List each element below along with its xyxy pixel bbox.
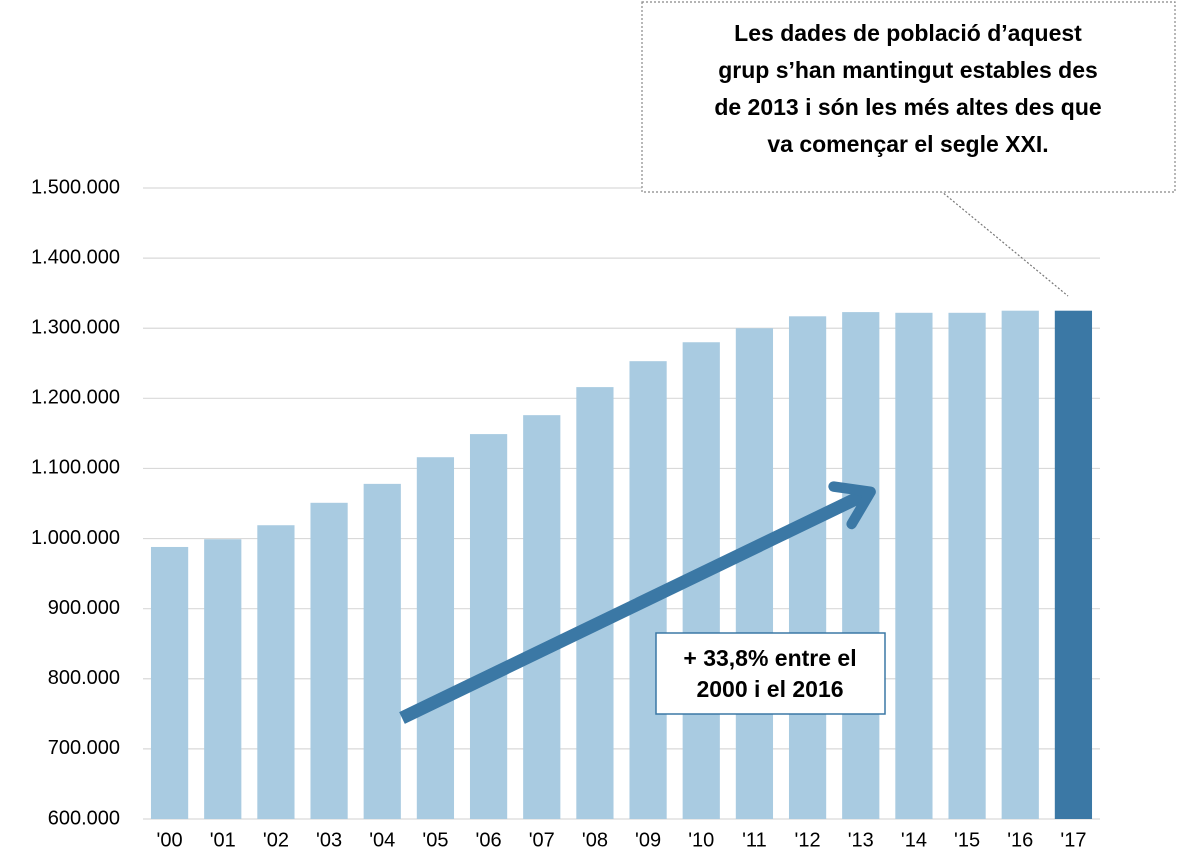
x-tick-label: '17 [1060, 829, 1086, 851]
bar [204, 539, 242, 819]
callout-box [641, 1, 1176, 193]
x-tick-label: '05 [422, 829, 448, 851]
trend-label: + 33,8% entre el [683, 645, 856, 671]
bar [1001, 310, 1039, 819]
y-tick-label: 1.200.000 [31, 387, 120, 409]
trend-label: 2000 i el 2016 [696, 676, 843, 702]
bar [948, 312, 986, 819]
x-tick-label: '06 [476, 829, 502, 851]
bar [469, 434, 508, 819]
bar [363, 483, 401, 819]
y-tick-label: 1.100.000 [31, 457, 120, 479]
callout-text: va començar el segle XXI. [767, 131, 1048, 157]
y-tick-label: 1.300.000 [31, 317, 120, 339]
x-tick-label: '07 [529, 829, 555, 851]
x-tick-label: '15 [954, 829, 980, 851]
bar [1054, 310, 1093, 819]
y-tick-label: 1.000.000 [31, 527, 120, 549]
bar [416, 457, 455, 819]
trend-arrow [399, 481, 876, 724]
y-tick-label: 600.000 [48, 807, 120, 829]
x-tick-label: '01 [210, 829, 236, 851]
bar [842, 312, 880, 819]
callout-text: de 2013 i són les més altes des que [714, 94, 1101, 120]
x-tick-label: '00 [157, 829, 183, 851]
x-tick-label: '02 [263, 829, 289, 851]
callout-text: grup s’han mantingut estables des [718, 57, 1098, 83]
x-tick-label: '04 [369, 829, 395, 851]
x-tick-label: '13 [848, 829, 874, 851]
y-tick-label: 800.000 [48, 667, 120, 689]
x-tick-label: '14 [901, 829, 927, 851]
y-tick-label: 1.500.000 [31, 176, 120, 198]
bar [788, 316, 827, 819]
x-tick-label: '16 [1007, 829, 1033, 851]
bar [523, 415, 561, 819]
callout-text: Les dades de població d’aquest [734, 20, 1082, 46]
x-tick-label: '09 [635, 829, 661, 851]
x-tick-label: '08 [582, 829, 608, 851]
bar [310, 502, 348, 819]
x-tick-label: '11 [742, 829, 767, 851]
bar [895, 312, 933, 819]
bar [257, 525, 295, 819]
bar [150, 546, 189, 819]
y-tick-label: 900.000 [48, 597, 120, 619]
x-tick-label: '12 [795, 829, 821, 851]
bar [576, 387, 614, 819]
x-tick-label: '10 [688, 829, 714, 851]
bar [735, 328, 774, 819]
x-tick-label: '03 [316, 829, 342, 851]
trend-box [655, 632, 886, 715]
y-tick-label: 700.000 [48, 737, 120, 759]
y-tick-label: 1.400.000 [31, 246, 120, 268]
